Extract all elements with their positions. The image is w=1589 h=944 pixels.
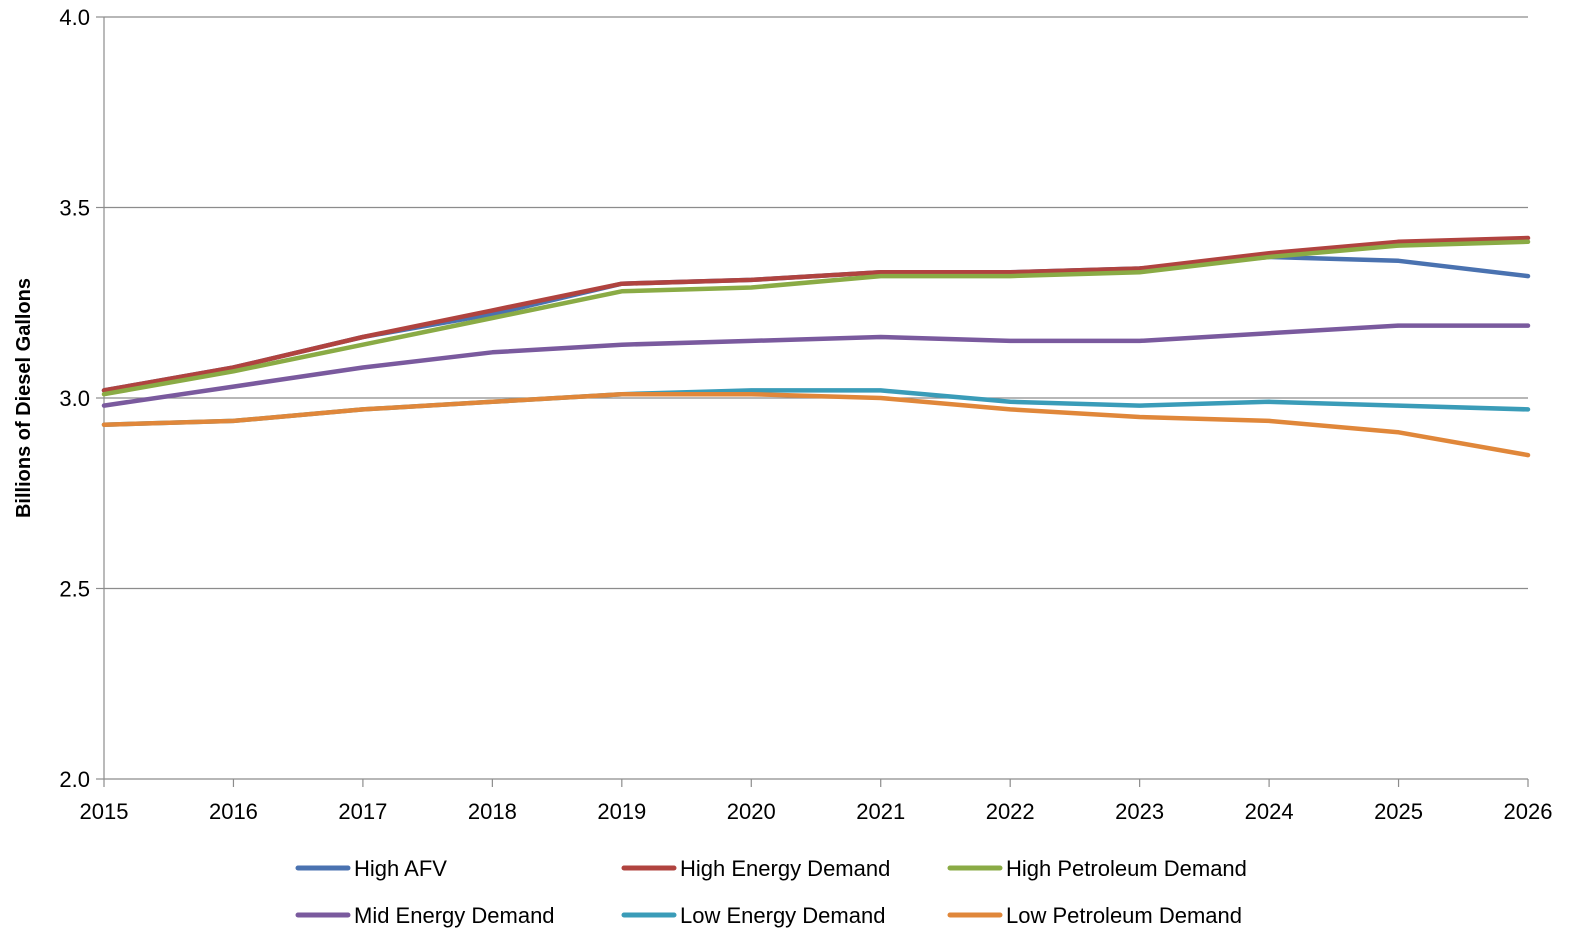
x-tick-label: 2025 — [1374, 799, 1423, 824]
x-tick-label: 2022 — [986, 799, 1035, 824]
y-tick-label: 3.5 — [59, 196, 90, 221]
legend-item: High Energy Demand — [621, 856, 890, 881]
x-tick-labels: 2015 2016 2017 2018 2019 2020 2021 2022 2023 2024… — [80, 799, 1553, 824]
legend: High AFV High Energy Demand High Petroleum… — [295, 856, 1247, 928]
series-line-high-petroleum-demand — [101, 239, 1531, 397]
x-tick-label: 2016 — [209, 799, 258, 824]
series-lines — [101, 235, 1531, 458]
legend-item: High Petroleum Demand — [947, 856, 1247, 881]
legend-item: Mid Energy Demand — [295, 903, 555, 928]
x-tick-label: 2015 — [80, 799, 129, 824]
series-line-mid-energy-demand — [101, 323, 1531, 408]
legend-label: High Petroleum Demand — [1006, 856, 1247, 881]
legend-label: Mid Energy Demand — [354, 903, 555, 928]
legend-label: Low Energy Demand — [680, 903, 885, 928]
legend-label: High AFV — [354, 856, 447, 881]
x-tick-label: 2026 — [1504, 799, 1553, 824]
y-tick-label: 2.0 — [59, 767, 90, 792]
series-line-high-energy-demand — [101, 235, 1531, 393]
x-tick-label: 2018 — [468, 799, 517, 824]
x-tick-label: 2017 — [338, 799, 387, 824]
legend-label: High Energy Demand — [680, 856, 890, 881]
y-tick-label: 2.5 — [59, 577, 90, 602]
series-line-low-petroleum-demand — [101, 391, 1531, 458]
legend-label: Low Petroleum Demand — [1006, 903, 1242, 928]
legend-item: Low Energy Demand — [621, 903, 885, 928]
axes — [103, 17, 1529, 787]
y-tick-labels: 2.0 2.5 3.0 3.5 4.0 — [59, 5, 90, 792]
y-tick-label: 3.0 — [59, 386, 90, 411]
x-tick-label: 2024 — [1245, 799, 1294, 824]
legend-item: High AFV — [295, 856, 447, 881]
legend-item: Low Petroleum Demand — [947, 903, 1242, 928]
x-tick-label: 2021 — [856, 799, 905, 824]
x-tick-label: 2019 — [597, 799, 646, 824]
x-tick-label: 2023 — [1115, 799, 1164, 824]
y-axis-title: Billions of Diesel Gallons — [13, 278, 35, 518]
y-tick-label: 4.0 — [59, 5, 90, 30]
x-tick-label: 2020 — [727, 799, 776, 824]
